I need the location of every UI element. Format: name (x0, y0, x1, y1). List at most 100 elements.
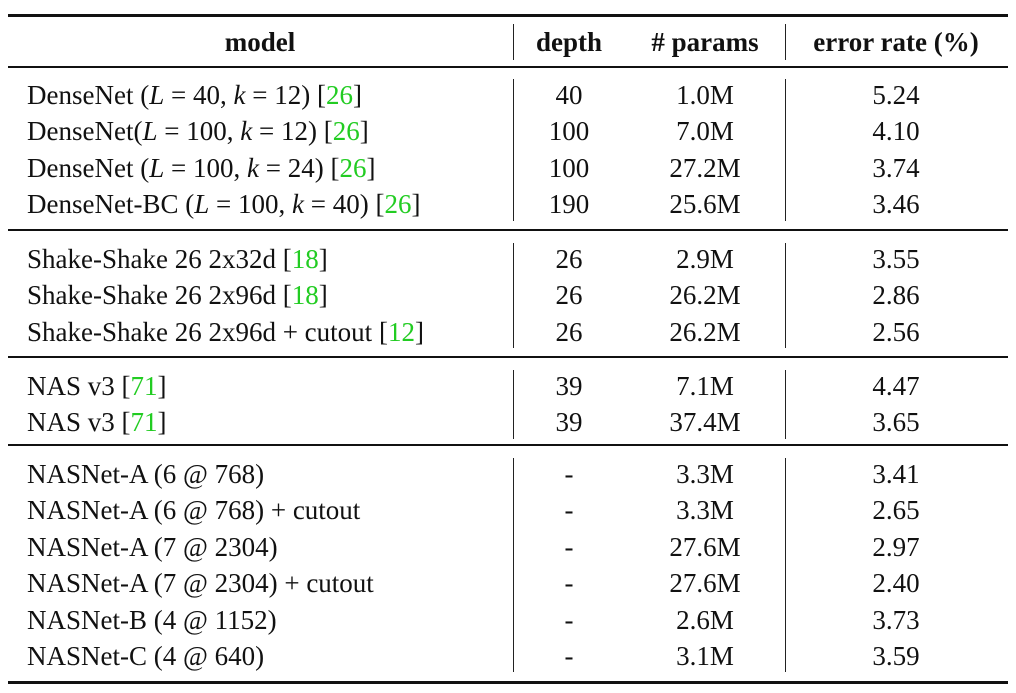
model-hyperparams: L = 100, k = 24) (149, 152, 324, 183)
depth-cell: 26 (555, 244, 583, 274)
params-cell: 3.1M (676, 641, 734, 671)
model-cell: NAS v3 [71] (27, 371, 167, 401)
model-name: DenseNet ( (27, 80, 150, 110)
depth-cell: 100 (548, 152, 590, 183)
math-value-L: 40 (192, 80, 220, 110)
header-error: error rate (%) (813, 27, 979, 57)
math-var-L: L (194, 189, 210, 220)
model-cell: Shake-Shake 26 2x96d + cutout [12] (27, 316, 424, 347)
model-hyperparams: L = 100, k = 40) (194, 189, 369, 220)
params-cell: 7.1M (676, 371, 734, 401)
model-name: Shake-Shake 26 2x96d (27, 280, 276, 311)
group-divider (8, 229, 1008, 231)
header-depth: depth (535, 27, 603, 57)
citation-link[interactable]: 26 (332, 116, 360, 147)
model-name: NASNet-A (6 @ 768) (27, 459, 265, 489)
math-var-k: k (240, 116, 253, 147)
error-rate-cell: 2.56 (872, 316, 920, 347)
math-var-L: L (142, 116, 158, 147)
depth-cell: - (564, 495, 574, 526)
depth-cell: - (564, 641, 574, 671)
math-value-k: 24 (287, 152, 315, 183)
error-rate-cell: 3.55 (872, 244, 920, 274)
params-cell: 2.9M (676, 244, 734, 274)
error-rate-cell: 2.65 (872, 495, 920, 526)
group-divider (8, 444, 1008, 446)
header-separator-right (785, 24, 786, 60)
model-cell: NASNet-A (7 @ 2304) (27, 529, 278, 565)
depth-cell: 40 (555, 80, 583, 110)
math-value-k: 12 (280, 116, 308, 147)
model-cell: DenseNet(L = 100, k = 12) [26] (27, 116, 369, 147)
error-rate-cell: 3.73 (872, 604, 920, 635)
model-cell: DenseNet (L = 100, k = 24) [26] (27, 152, 376, 183)
params-cell: 3.3M (676, 495, 734, 526)
params-cell: 26.2M (669, 280, 741, 311)
model-name: NASNet-A (7 @ 2304) (27, 531, 278, 562)
model-cell: NASNet-B (4 @ 1152) (27, 602, 277, 638)
model-cell: NASNet-C (4 @ 640) (27, 638, 264, 674)
model-cell: NASNet-A (7 @ 2304) + cutout (27, 565, 374, 601)
depth-cell: 190 (548, 189, 590, 220)
math-value-L: 100 (237, 189, 279, 220)
column-separator-left (513, 458, 514, 673)
model-name: NASNet-B (4 @ 1152) (27, 604, 277, 635)
bottom-rule (8, 681, 1008, 684)
error-rate-cell: 2.86 (872, 280, 920, 311)
params-cell: 27.2M (669, 152, 741, 183)
params-cell: 7.0M (676, 116, 734, 147)
math-var-k: k (246, 152, 259, 183)
error-rate-cell: 3.41 (872, 459, 920, 489)
math-var-k: k (291, 189, 304, 220)
model-name: Shake-Shake 26 2x96d + cutout (27, 316, 373, 347)
params-cell: 37.4M (669, 407, 741, 438)
model-cell: NASNet-A (6 @ 768) + cutout (27, 492, 360, 528)
column-separator-right (785, 370, 786, 439)
model-name: NAS v3 (27, 407, 115, 438)
citation-link[interactable]: 71 (130, 407, 158, 438)
model-name: DenseNet ( (27, 152, 150, 183)
header-separator-left (513, 24, 514, 60)
header-params: # params (651, 27, 759, 57)
math-var-k: k (233, 80, 246, 110)
error-rate-cell: 3.74 (872, 152, 920, 183)
params-cell: 25.6M (669, 189, 741, 220)
error-rate-cell: 4.10 (872, 116, 920, 147)
math-value-k: 12 (274, 80, 302, 110)
citation-link[interactable]: 26 (325, 80, 353, 110)
params-cell: 26.2M (669, 316, 741, 347)
citation-link[interactable]: 71 (130, 371, 158, 401)
error-rate-cell: 4.47 (872, 371, 920, 401)
column-separator-right (785, 458, 786, 673)
model-name: NASNet-C (4 @ 640) (27, 641, 265, 671)
depth-cell: 26 (555, 280, 583, 311)
column-separator-right (785, 243, 786, 349)
citation-link[interactable]: 26 (339, 152, 367, 183)
model-name: DenseNet-BC ( (27, 189, 195, 220)
group-divider (8, 356, 1008, 358)
model-cell: NASNet-A (6 @ 768) (27, 456, 264, 492)
header-rule (8, 66, 1008, 68)
depth-cell: - (564, 531, 574, 562)
math-var-L: L (149, 152, 165, 183)
error-rate-cell: 2.40 (872, 568, 920, 599)
depth-cell: 26 (555, 316, 583, 347)
citation-link[interactable]: 18 (291, 280, 319, 311)
params-cell: 2.6M (676, 604, 734, 635)
model-name: NASNet-A (6 @ 768) + cutout (27, 495, 361, 526)
params-cell: 27.6M (669, 531, 741, 562)
depth-cell: - (564, 604, 574, 635)
math-value-k: 40 (332, 189, 360, 220)
model-cell: Shake-Shake 26 2x32d [18] (27, 244, 328, 274)
depth-cell: 39 (555, 371, 583, 401)
model-cell: DenseNet-BC (L = 100, k = 40) [26] (27, 189, 421, 220)
model-name: NAS v3 (27, 371, 115, 401)
citation-link[interactable]: 18 (291, 244, 319, 274)
depth-cell: - (564, 459, 574, 489)
params-cell: 3.3M (676, 459, 734, 489)
error-rate-cell: 2.97 (872, 531, 920, 562)
model-name: Shake-Shake 26 2x32d (27, 244, 276, 274)
citation-link[interactable]: 26 (384, 189, 412, 220)
citation-link[interactable]: 12 (387, 316, 415, 347)
model-name: DenseNet( (27, 116, 143, 147)
